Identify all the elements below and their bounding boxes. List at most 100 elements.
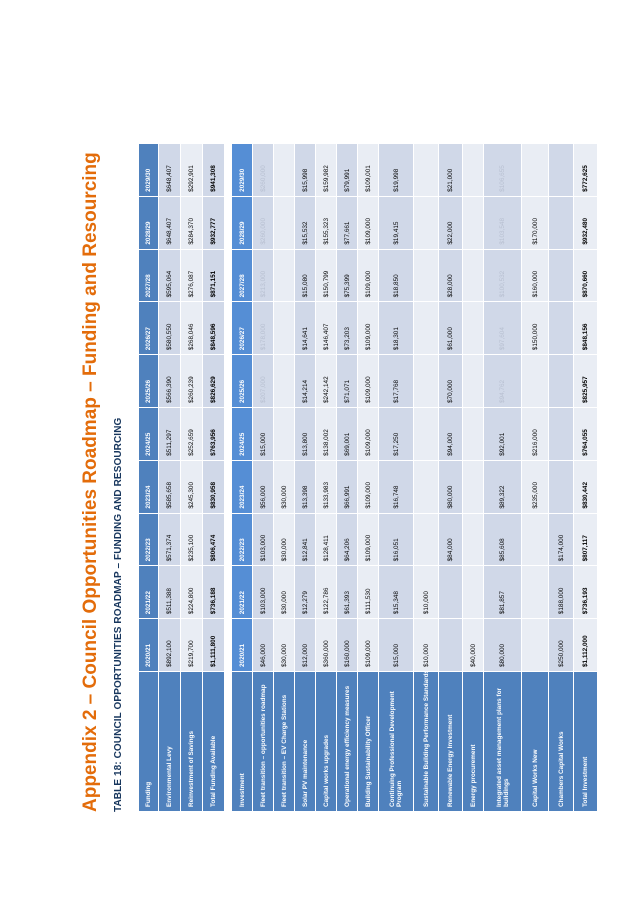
value-cell: $242,142 xyxy=(315,354,337,408)
funding-header-label: Funding xyxy=(138,671,159,812)
value-cell: $85,608 xyxy=(483,513,522,566)
year-header: 2029/30 xyxy=(138,143,159,197)
value-cell: $188,000 xyxy=(548,565,574,619)
value-cell: $70,000 xyxy=(438,354,463,408)
value-cell xyxy=(273,249,295,302)
investment-row: Capital Works New $235,000 $216,000 $150,00… xyxy=(521,143,549,812)
investment-row: Renewable Energy Investment $84,000 $80,00… xyxy=(438,143,463,812)
value-cell: $80,000 xyxy=(438,460,463,514)
value-cell: $97,604 xyxy=(483,301,522,355)
value-cell: $21,000 xyxy=(438,143,463,197)
value-cell: $133,983 xyxy=(315,460,337,514)
value-cell: $13,800 xyxy=(294,407,316,461)
value-cell xyxy=(413,249,439,302)
value-cell: $736,193 xyxy=(573,565,598,619)
investment-row-label: Energy procurement xyxy=(462,671,484,812)
value-cell: $12,841 xyxy=(294,513,316,566)
investment-row: Chambers Capital Works $250,000 $188,000 $1… xyxy=(548,143,574,812)
value-cell: $150,799 xyxy=(315,249,337,302)
value-cell: $585,658 xyxy=(158,460,181,514)
value-cell: $825,957 xyxy=(573,354,598,408)
value-cell: $830,442 xyxy=(573,460,598,514)
value-cell: $250,000 xyxy=(548,618,574,672)
value-cell: $276,087 xyxy=(180,249,203,302)
investment-row-label: Chambers Capital Works xyxy=(548,671,574,812)
value-cell xyxy=(273,196,295,250)
value-cell: $15,532 xyxy=(294,196,316,250)
value-cell: $871,151 xyxy=(202,249,225,302)
value-cell xyxy=(462,249,484,302)
value-cell: $56,000 xyxy=(252,460,274,514)
investment-table: Investment 2020/21 2021/22 2022/23 2023/24 20… xyxy=(231,143,598,812)
value-cell xyxy=(548,301,574,355)
value-cell xyxy=(413,407,439,461)
value-cell: $61,393 xyxy=(336,565,358,619)
year-header: 2020/21 xyxy=(138,618,159,672)
value-cell: $160,000 xyxy=(521,249,549,302)
value-cell: $15,998 xyxy=(294,143,316,197)
value-cell: $103,548 xyxy=(483,196,522,250)
value-cell: $109,000 xyxy=(357,618,379,672)
value-cell: $77,661 xyxy=(336,196,358,250)
value-cell xyxy=(548,143,574,197)
value-cell: $111,530 xyxy=(357,565,379,619)
value-cell: $17,250 xyxy=(378,407,414,461)
value-cell: $213,000 xyxy=(252,249,274,302)
investment-row-label: Fleet transition – EV Charge Stations xyxy=(273,671,295,812)
value-cell: $595,064 xyxy=(158,249,181,302)
value-cell: $13,398 xyxy=(294,460,316,514)
value-cell: $219,700 xyxy=(180,618,203,672)
investment-row-label: Renewable Energy Investment xyxy=(438,671,463,812)
value-cell xyxy=(462,143,484,197)
value-cell xyxy=(462,513,484,566)
value-cell: $109,000 xyxy=(357,301,379,355)
value-cell: $16,748 xyxy=(378,460,414,514)
value-cell: $806,474 xyxy=(202,513,225,566)
value-cell: $61,000 xyxy=(438,301,463,355)
investment-row: Operational energy efficiency measures $1… xyxy=(336,143,358,812)
value-cell: $764,055 xyxy=(573,407,598,461)
value-cell: $826,629 xyxy=(202,354,225,408)
value-cell: $511,388 xyxy=(158,565,181,619)
value-cell: $92,001 xyxy=(483,407,522,461)
value-cell: $580,550 xyxy=(158,301,181,355)
value-cell xyxy=(438,565,463,619)
value-cell xyxy=(273,143,295,197)
value-cell: $17,768 xyxy=(378,354,414,408)
value-cell: $30,000 xyxy=(273,460,295,514)
investment-row: Integrated asset management plans for bu… xyxy=(483,143,522,812)
year-header: 2026/27 xyxy=(231,301,253,355)
value-cell: $109,000 xyxy=(357,196,379,250)
value-cell: $292,901 xyxy=(180,143,203,197)
value-cell: $146,407 xyxy=(315,301,337,355)
value-cell xyxy=(413,513,439,566)
investment-header-row: Investment 2020/21 2021/22 2022/23 2023/24 20… xyxy=(231,143,253,812)
value-cell: $571,374 xyxy=(158,513,181,566)
investment-row: Fleet transition – EV Charge Stations $30… xyxy=(273,143,295,812)
value-cell: $89,322 xyxy=(483,460,522,514)
value-cell: $1,111,800 xyxy=(202,618,225,672)
value-cell: $19,415 xyxy=(378,196,414,250)
value-cell: $807,117 xyxy=(573,513,598,566)
value-cell: $830,958 xyxy=(202,460,225,514)
value-cell: $1,112,000 xyxy=(573,618,598,672)
value-cell: $159,982 xyxy=(315,143,337,197)
funding-row-label: Reinvestment of Savings xyxy=(180,671,203,812)
value-cell xyxy=(438,618,463,672)
value-cell xyxy=(413,354,439,408)
value-cell: $84,000 xyxy=(438,513,463,566)
value-cell: $122,786 xyxy=(315,565,337,619)
value-cell: $12,000 xyxy=(294,618,316,672)
value-cell: $268,046 xyxy=(180,301,203,355)
investment-row-label: Solar PV maintenance xyxy=(294,671,316,812)
investment-row-label: Continuing Professional Development Prog… xyxy=(378,671,414,812)
value-cell: $772,625 xyxy=(573,143,598,197)
value-cell xyxy=(548,354,574,408)
value-cell: $235,100 xyxy=(180,513,203,566)
value-cell: $260,000 xyxy=(252,143,274,197)
value-cell xyxy=(521,143,549,197)
investment-row: Solar PV maintenance $12,000 $12,279 $12,84… xyxy=(294,143,316,812)
value-cell: $103,000 xyxy=(252,513,274,566)
year-header: 2028/29 xyxy=(138,196,159,250)
